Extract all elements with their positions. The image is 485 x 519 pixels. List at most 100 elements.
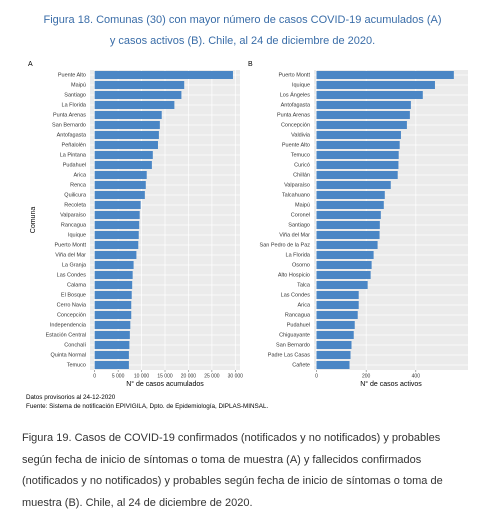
- y-tick-label: Coronel: [291, 212, 310, 218]
- y-tick-label: Las Condes: [57, 272, 87, 278]
- y-tick-label: Antofagasta: [57, 132, 87, 138]
- x-tick-label: 200: [362, 373, 371, 379]
- x-axis-title: N° de casos activos: [360, 380, 422, 388]
- y-tick-label: Estación Central: [46, 332, 86, 338]
- y-tick-label: Renca: [70, 182, 87, 188]
- x-tick-label: 30 000: [228, 373, 244, 379]
- bar: [316, 151, 399, 159]
- bar: [316, 261, 372, 269]
- y-tick-label: Puerto Montt: [55, 242, 87, 248]
- bar: [94, 221, 140, 229]
- bar: [94, 321, 131, 329]
- y-tick-label: La Pintana: [60, 152, 87, 158]
- y-tick-label: Valdivia: [291, 132, 311, 138]
- y-tick-label: Viña del Mar: [55, 252, 86, 258]
- bar: [316, 351, 351, 359]
- y-tick-label: Padre Las Casas: [268, 352, 310, 358]
- bar: [316, 231, 380, 239]
- y-tick-label: Osorno: [292, 262, 310, 268]
- y-tick-label: Recoleta: [64, 202, 87, 208]
- y-tick-label: Arica: [297, 302, 310, 308]
- y-tick-label: San Bernardo: [276, 342, 310, 348]
- bar: [316, 101, 411, 109]
- y-tick-label: Pudahuel: [287, 322, 310, 328]
- y-tick-label: Concepción: [57, 312, 86, 318]
- y-tick-label: Arica: [73, 172, 86, 178]
- y-tick-label: Pudahuel: [63, 162, 86, 168]
- charts: A 0 5 000 10 000 15 000 20 000 25 000 30 000 Pue…: [28, 61, 468, 388]
- y-tick-label: Curicó: [294, 162, 310, 168]
- bar: [316, 331, 354, 339]
- bar: [94, 201, 141, 209]
- y-tick-label: Rancagua: [285, 312, 311, 318]
- bar: [94, 101, 175, 109]
- y-tick-label: Temuco: [67, 362, 86, 368]
- bar: [316, 171, 398, 179]
- bar: [94, 211, 140, 219]
- y-tick-label: Puerto Montt: [279, 72, 311, 78]
- y-tick-label: Rancagua: [61, 222, 87, 228]
- x-tick-label: 400: [412, 373, 421, 379]
- bar: [316, 141, 400, 149]
- bar: [316, 161, 399, 169]
- bar: [94, 351, 129, 359]
- y-tick-label: Santiago: [64, 92, 86, 98]
- bar: [316, 71, 454, 79]
- y-tick-label: Valparaíso: [60, 212, 86, 218]
- bar: [316, 221, 380, 229]
- y-tick-label: Los Ángeles: [280, 91, 311, 98]
- y-tick-label: Calama: [67, 282, 87, 288]
- bar: [316, 111, 410, 119]
- x-tick-label: 0: [315, 373, 318, 379]
- y-tick-label: San Bernardo: [52, 122, 86, 128]
- bar: [94, 121, 160, 129]
- bar: [94, 91, 182, 99]
- y-tick-label: Puente Alto: [282, 142, 310, 148]
- bar: [94, 361, 129, 369]
- bar: [316, 181, 391, 189]
- bar: [316, 361, 350, 369]
- y-tick-label: Concepción: [281, 122, 310, 128]
- bar: [94, 241, 139, 249]
- y-tick-label: Iquique: [68, 232, 86, 238]
- y-tick-label: Independencia: [50, 322, 87, 328]
- notes: Datos provisorios al 24-12-2020 Fuente: …: [26, 393, 268, 411]
- y-tick-label: Viña del Mar: [279, 232, 310, 238]
- bar: [316, 81, 435, 89]
- bar: [94, 231, 139, 239]
- bar: [316, 271, 371, 279]
- bar: [94, 71, 233, 79]
- y-tick-label: Antofagasta: [281, 102, 311, 108]
- y-tick-label: Punta Arenas: [53, 112, 86, 118]
- x-tick-label: 15 000: [157, 373, 173, 379]
- bar: [94, 311, 132, 319]
- x-tick-label: 10 000: [134, 373, 150, 379]
- y-tick-label: Quinta Normal: [51, 352, 86, 358]
- y-tick-label: La Granja: [62, 262, 87, 268]
- y-tick-label: Alto Hospicio: [278, 272, 310, 278]
- y-axis-title: Comuna: [30, 207, 37, 234]
- plot-background: [314, 70, 468, 370]
- x-tick-label: 5 000: [112, 373, 125, 379]
- y-tick-label: Chillán: [293, 172, 310, 178]
- y-tick-label: Santiago: [288, 222, 310, 228]
- bar: [316, 191, 385, 199]
- bar: [94, 111, 162, 119]
- bar: [316, 311, 358, 319]
- y-tick-label: Talca: [297, 282, 311, 288]
- figure-caption: Figura 18. Comunas (30) con mayor número…: [43, 14, 442, 47]
- y-tick-label: Quilicura: [64, 192, 87, 198]
- y-tick-label: Temuco: [291, 152, 310, 158]
- bar: [94, 291, 132, 299]
- y-tick-label: Maipú: [295, 202, 310, 208]
- y-tick-label: Cañete: [292, 362, 310, 368]
- bar: [316, 121, 407, 129]
- y-tick-label: Cerro Navia: [57, 302, 87, 308]
- y-tick-label: Maipú: [71, 82, 86, 88]
- bar: [316, 301, 359, 309]
- y-tick-label: Iquique: [292, 82, 310, 88]
- bar: [316, 291, 359, 299]
- bar: [94, 271, 133, 279]
- bar: [94, 181, 146, 189]
